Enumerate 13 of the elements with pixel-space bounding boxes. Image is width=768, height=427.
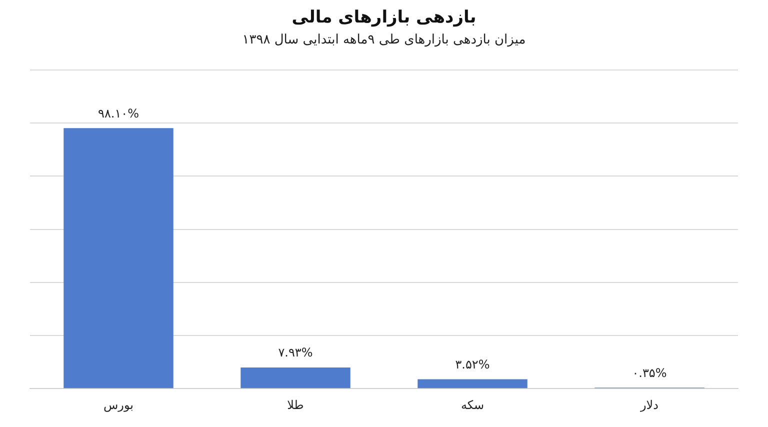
x-tick-label: طلا — [287, 398, 304, 412]
bar — [418, 379, 528, 388]
bar — [240, 368, 350, 388]
data-label: ۷.۹۳% — [278, 346, 313, 360]
chart-subtitle: میزان بازدهی بازارهای طی ۹ماهه ابتدایی سال ۱۳۹۸ — [242, 32, 526, 48]
chart-title: بازدهی بازارهای مالی — [292, 8, 476, 28]
data-label: ۹۸.۱۰% — [98, 106, 139, 120]
x-tick-label: بورس — [104, 398, 134, 412]
bar — [64, 128, 174, 388]
x-tick-label: سکه — [460, 398, 484, 412]
data-label: ۳.۵۲% — [455, 357, 490, 372]
data-label: ۰.۳۵% — [632, 366, 667, 380]
x-tick-label: دلار — [640, 398, 658, 412]
